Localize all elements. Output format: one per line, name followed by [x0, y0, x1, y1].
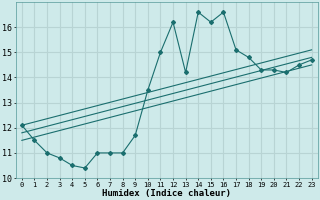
X-axis label: Humidex (Indice chaleur): Humidex (Indice chaleur)	[102, 189, 231, 198]
